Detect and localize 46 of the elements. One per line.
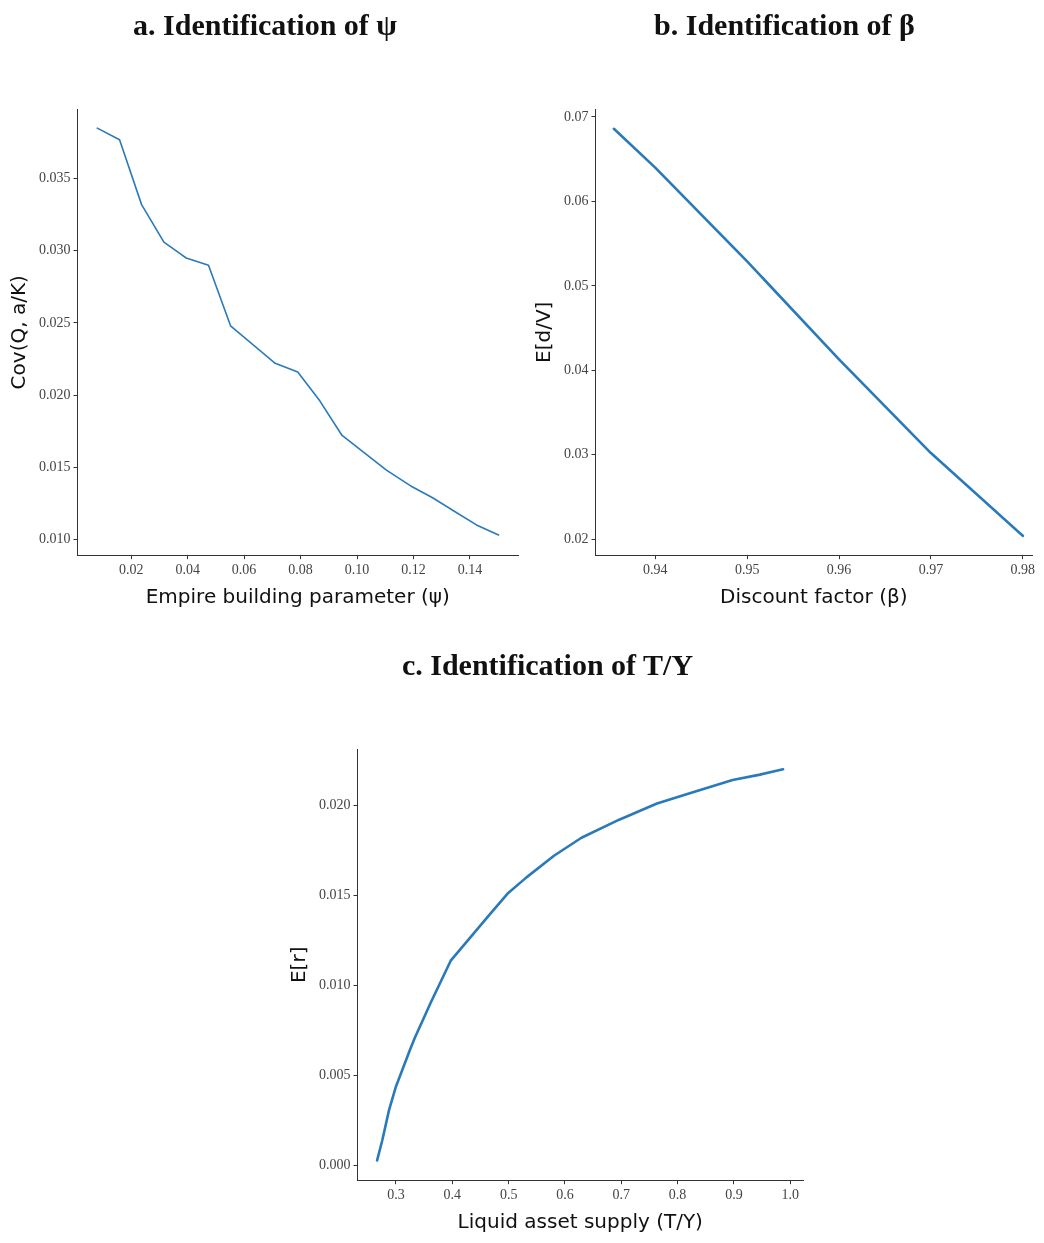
x-tick-label: 0.5 (499, 1187, 518, 1203)
y-tick-label: 0.015 (39, 458, 71, 474)
x-tick-label: 0.98 (1010, 562, 1036, 578)
y-axis-title: E[d/V] (531, 301, 556, 363)
x-tick-label: 0.12 (401, 562, 426, 578)
x-tick-label: 0.10 (344, 562, 370, 578)
y-tick-label: 0.005 (319, 1067, 351, 1083)
x-tick-label: 0.3 (387, 1187, 405, 1203)
y-tick-label: 0.010 (319, 977, 351, 993)
y-tick-label: 0.06 (564, 193, 589, 209)
y-axis-title: E[r] (286, 946, 311, 984)
x-tick-label: 0.08 (288, 562, 313, 578)
chart-title: c. Identification of T/Y (400, 648, 695, 682)
y-axis-title: Cov(Q, a/K) (6, 275, 31, 390)
y-tick-label: 0.015 (319, 887, 351, 903)
x-tick-label: 0.94 (642, 562, 668, 578)
x-tick-label: 0.97 (918, 562, 944, 578)
x-axis-title: Discount factor (β) (720, 584, 908, 609)
x-tick-label: 0.96 (826, 562, 852, 578)
y-tick-label: 0.02 (564, 530, 589, 546)
x-axis-title: Liquid asset supply (T/Y) (457, 1209, 703, 1234)
x-tick-label: 0.7 (612, 1187, 631, 1203)
y-tick-label: 0.025 (39, 314, 71, 330)
y-tick-label: 0.07 (564, 108, 589, 124)
y-tick-label: 0.020 (319, 796, 351, 812)
y-tick-label: 0.04 (564, 361, 589, 377)
x-tick-label: 0.4 (443, 1187, 462, 1203)
y-tick-label: 0.020 (39, 386, 71, 402)
x-tick-label: 0.04 (175, 562, 200, 578)
chart-title: b. Identification of β (653, 8, 916, 42)
y-tick-label: 0.000 (319, 1157, 351, 1173)
y-tick-label: 0.03 (564, 446, 589, 462)
x-axis-title: Empire building parameter (ψ) (145, 584, 450, 609)
x-tick-label: 0.06 (231, 562, 257, 578)
x-tick-label: 0.6 (556, 1187, 574, 1203)
chart-title: a. Identification of ψ (132, 8, 398, 42)
x-tick-label: 0.02 (118, 562, 144, 578)
x-tick-label: 0.9 (725, 1187, 743, 1203)
y-tick-label: 0.010 (39, 531, 71, 546)
x-tick-label: 1.0 (781, 1187, 800, 1203)
y-tick-label: 0.035 (39, 170, 71, 186)
x-tick-label: 0.95 (734, 562, 760, 578)
y-tick-label: 0.05 (564, 277, 589, 293)
x-tick-label: 0.14 (457, 562, 483, 578)
y-tick-label: 0.030 (39, 242, 71, 258)
x-tick-label: 0.8 (668, 1187, 687, 1203)
